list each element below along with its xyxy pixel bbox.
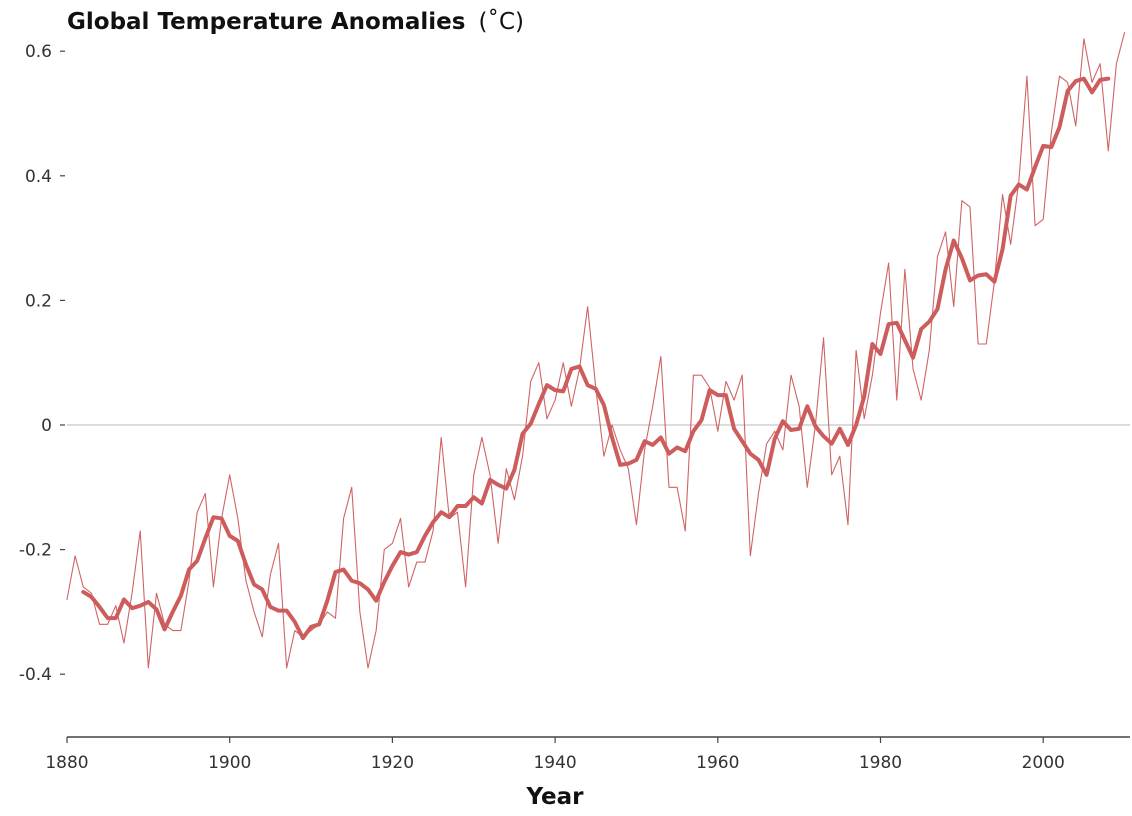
chart-title: Global Temperature Anomalies (˚C): [67, 8, 524, 35]
series-layer: [67, 33, 1125, 668]
x-tick-label: 1960: [696, 753, 739, 773]
x-tick-label: 1920: [371, 753, 414, 773]
y-tick-label: 0: [41, 416, 52, 436]
x-tick-label: 1880: [45, 753, 88, 773]
chart-title-unit: (˚C): [479, 8, 525, 35]
y-tick-label: -0.4: [19, 665, 52, 685]
x-axis: 1880 1900 1920 1940 1960 1980 2000: [45, 737, 1130, 773]
y-tick-label: 0.2: [25, 291, 52, 311]
y-tick-label: -0.2: [19, 541, 52, 561]
x-tick-label: 2000: [1022, 753, 1065, 773]
chart-title-text: Global Temperature Anomalies: [67, 9, 465, 35]
x-tick-label: 1940: [533, 753, 576, 773]
series-line-5yr-mean: [83, 79, 1108, 638]
x-tick-label: 1900: [208, 753, 251, 773]
x-axis-label: Year: [525, 784, 584, 810]
y-axis: 0.6 0.4 0.2 0 -0.2 -0.4: [19, 42, 65, 685]
series-line-annual-mean: [67, 33, 1125, 668]
y-tick-label: 0.4: [25, 167, 52, 187]
x-tick-label: 1980: [859, 753, 902, 773]
y-tick-label: 0.6: [25, 42, 52, 62]
